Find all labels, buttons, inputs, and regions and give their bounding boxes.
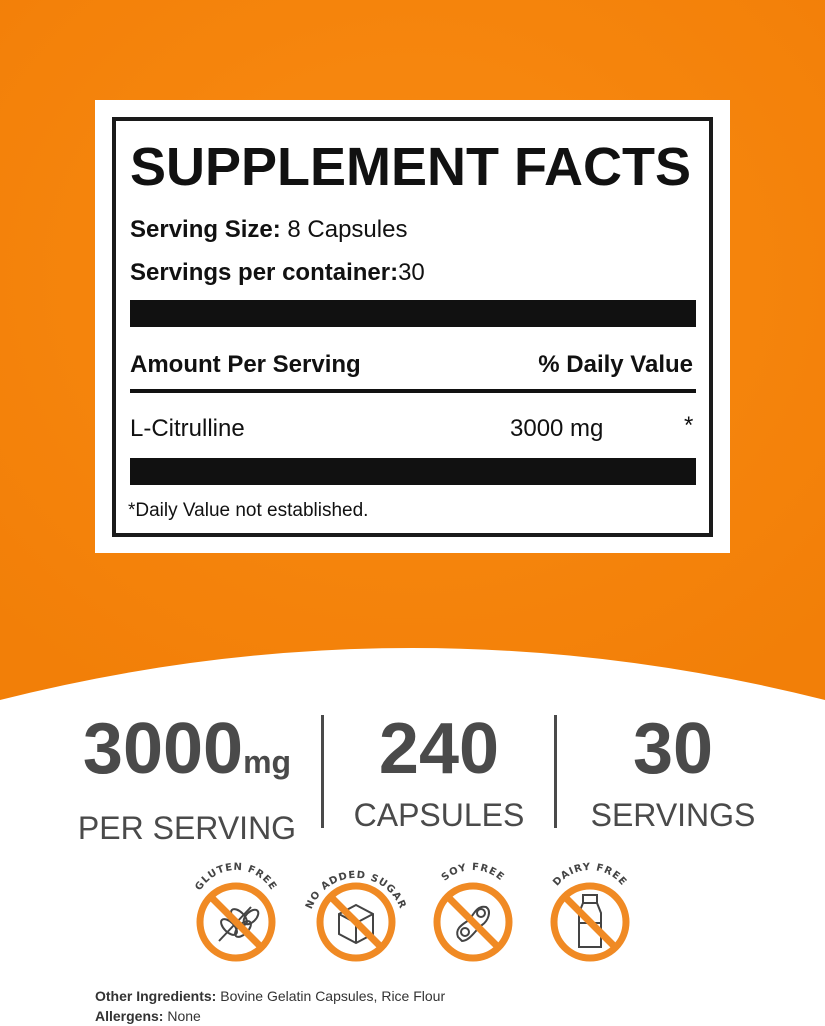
ingredient-dv: * <box>684 412 694 439</box>
stat-label: CAPSULES <box>353 797 525 833</box>
stat-servings: 30 SERVINGS <box>558 708 788 834</box>
stat-label: PER SERVING <box>77 810 297 846</box>
thick-divider <box>130 458 696 485</box>
stat-number: 3000 <box>82 709 244 789</box>
soy-free-badge: SOY FREE <box>433 862 513 962</box>
servings-label: Servings per container: <box>130 259 399 286</box>
other-ingredients-label: Other Ingredients: <box>95 988 217 1004</box>
dv-header: % Daily Value <box>538 351 693 378</box>
stat-number: 240 <box>378 709 500 789</box>
stat-capsules: 240 CAPSULES <box>324 708 554 834</box>
stat-value: 3000mg <box>72 708 302 803</box>
serving-size-value: 8 Capsules <box>287 216 408 243</box>
badge-text: SOY FREE <box>440 862 506 884</box>
stat-divider <box>321 715 324 828</box>
ingredient-amount: 3000 mg <box>510 415 604 442</box>
no-added-sugar-badge: NO ADDED SUGAR <box>304 870 407 962</box>
dairy-free-badge: DAIRY FREE <box>550 862 630 962</box>
allergens-label: Allergens: <box>95 1008 164 1024</box>
stat-number: 30 <box>632 709 714 789</box>
allergens-value: None <box>163 1008 201 1024</box>
thin-divider <box>130 389 696 393</box>
servings-value: 30 <box>398 259 425 286</box>
stat-unit: mg <box>243 744 292 780</box>
thick-divider <box>130 300 696 327</box>
stat-per-serving: 3000mg PER SERVING <box>72 708 302 847</box>
soybean-icon <box>456 905 490 943</box>
ingredient-name: L-Citrulline <box>130 415 245 442</box>
serving-size-label: Serving Size: <box>130 216 281 243</box>
other-ingredients: Other Ingredients: Bovine Gelatin Capsul… <box>95 986 445 1006</box>
stat-label: SERVINGS <box>590 797 756 833</box>
facts-border: SUPPLEMENT FACTS Serving Size: 8 Capsule… <box>112 117 713 537</box>
allergens: Allergens: None <box>95 1006 445 1026</box>
svg-text:SOY FREE: SOY FREE <box>440 862 507 884</box>
amount-header: Amount Per Serving <box>130 351 361 378</box>
other-ingredients-value: Bovine Gelatin Capsules, Rice Flour <box>216 988 446 1004</box>
footer-info: Other Ingredients: Bovine Gelatin Capsul… <box>95 986 445 1026</box>
stat-divider <box>554 715 557 828</box>
servings-per-container: Servings per container:30 <box>130 258 425 288</box>
footnote: *Daily Value not established. <box>128 500 369 521</box>
serving-size: Serving Size: 8 Capsules <box>130 215 407 245</box>
supplement-facts-panel: SUPPLEMENT FACTS Serving Size: 8 Capsule… <box>95 100 730 553</box>
gluten-free-badge: GLUTEN FREE <box>193 862 278 962</box>
facts-title: SUPPLEMENT FACTS <box>130 137 692 197</box>
